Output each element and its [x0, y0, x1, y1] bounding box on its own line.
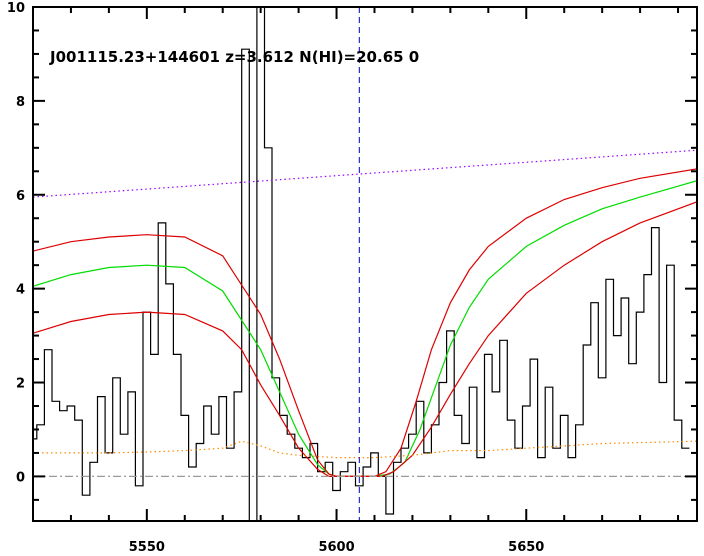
y-tick-label: 4 [16, 283, 25, 298]
x-tick-label: 5650 [508, 540, 544, 555]
series-layer [33, 7, 697, 521]
y-tick-label: 10 [7, 1, 25, 16]
chart-title: J001115.23+144601 z=3.612 N(HI)=20.65 0 [49, 48, 419, 66]
y-tick-label: 8 [16, 95, 25, 110]
x-tick-label: 5550 [129, 540, 165, 555]
series-line-5 [33, 440, 697, 459]
y-tick-label: 2 [16, 377, 25, 392]
plot-frame [32, 6, 698, 522]
series-line-1 [33, 149, 697, 198]
ticks-layer [32, 6, 697, 521]
series-line-2 [33, 180, 697, 477]
series-line-4 [33, 201, 697, 477]
y-tick-label: 6 [16, 189, 25, 204]
series-line-0 [33, 7, 690, 521]
series-line-3 [33, 168, 697, 477]
tick-labels-layer: 5550 5600 5650 0 2 4 6 8 10 [7, 1, 544, 555]
y-tick-label: 0 [16, 470, 25, 485]
x-tick-label: 5600 [318, 540, 354, 555]
